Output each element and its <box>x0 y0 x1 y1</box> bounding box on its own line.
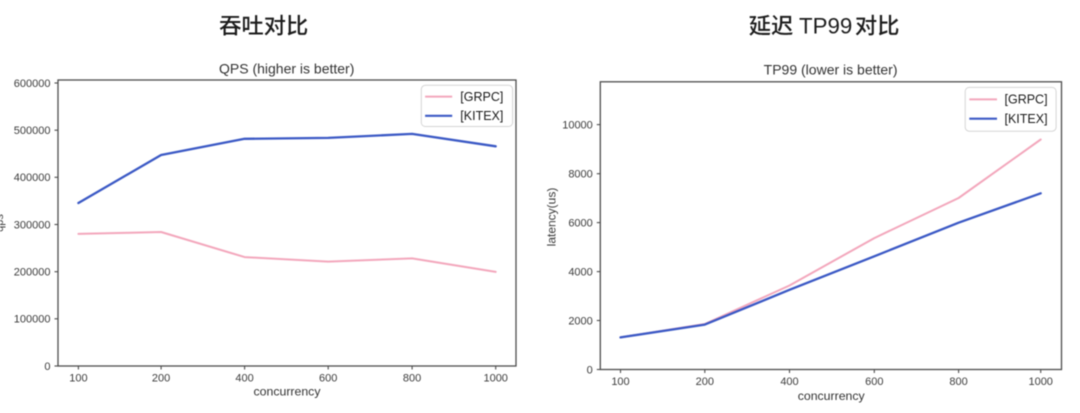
svg-text:TP99 (lower is better): TP99 (lower is better) <box>764 61 898 77</box>
svg-text:600: 600 <box>319 373 337 385</box>
svg-text:0: 0 <box>587 364 593 376</box>
svg-text:500000: 500000 <box>14 125 51 137</box>
svg-text:400000: 400000 <box>14 172 51 184</box>
svg-text:8000: 8000 <box>568 169 592 181</box>
svg-text:2000: 2000 <box>568 315 592 327</box>
svg-text:[GRPC]: [GRPC] <box>1005 93 1048 107</box>
svg-text:[KITEX]: [KITEX] <box>460 109 503 123</box>
svg-text:200: 200 <box>152 373 170 385</box>
svg-text:100: 100 <box>611 376 629 388</box>
svg-text:4000: 4000 <box>568 267 592 279</box>
svg-text:600000: 600000 <box>14 78 51 90</box>
svg-text:[KITEX]: [KITEX] <box>1005 112 1048 126</box>
svg-text:200: 200 <box>696 376 714 388</box>
svg-text:[GRPC]: [GRPC] <box>460 90 503 104</box>
svg-text:concurrency: concurrency <box>254 385 322 399</box>
svg-text:concurrency: concurrency <box>798 389 866 403</box>
svg-text:600: 600 <box>865 376 883 388</box>
svg-text:300000: 300000 <box>14 219 51 231</box>
svg-text:latency(us): latency(us) <box>545 188 559 247</box>
svg-text:800: 800 <box>403 373 421 385</box>
svg-text:200000: 200000 <box>14 267 51 279</box>
svg-text:QPS (higher is better): QPS (higher is better) <box>219 60 354 76</box>
svg-text:400: 400 <box>235 373 253 385</box>
svg-text:qps: qps <box>0 214 6 232</box>
svg-text:100: 100 <box>69 373 87 385</box>
svg-text:1000: 1000 <box>1028 376 1052 388</box>
svg-text:800: 800 <box>949 376 967 388</box>
svg-text:10000: 10000 <box>562 120 593 132</box>
svg-text:400: 400 <box>780 376 798 388</box>
svg-text:TP99: TP99 <box>799 14 852 39</box>
svg-text:1000: 1000 <box>483 373 507 385</box>
svg-text:100000: 100000 <box>14 314 51 326</box>
svg-text:0: 0 <box>44 361 50 373</box>
svg-text:6000: 6000 <box>568 218 592 230</box>
